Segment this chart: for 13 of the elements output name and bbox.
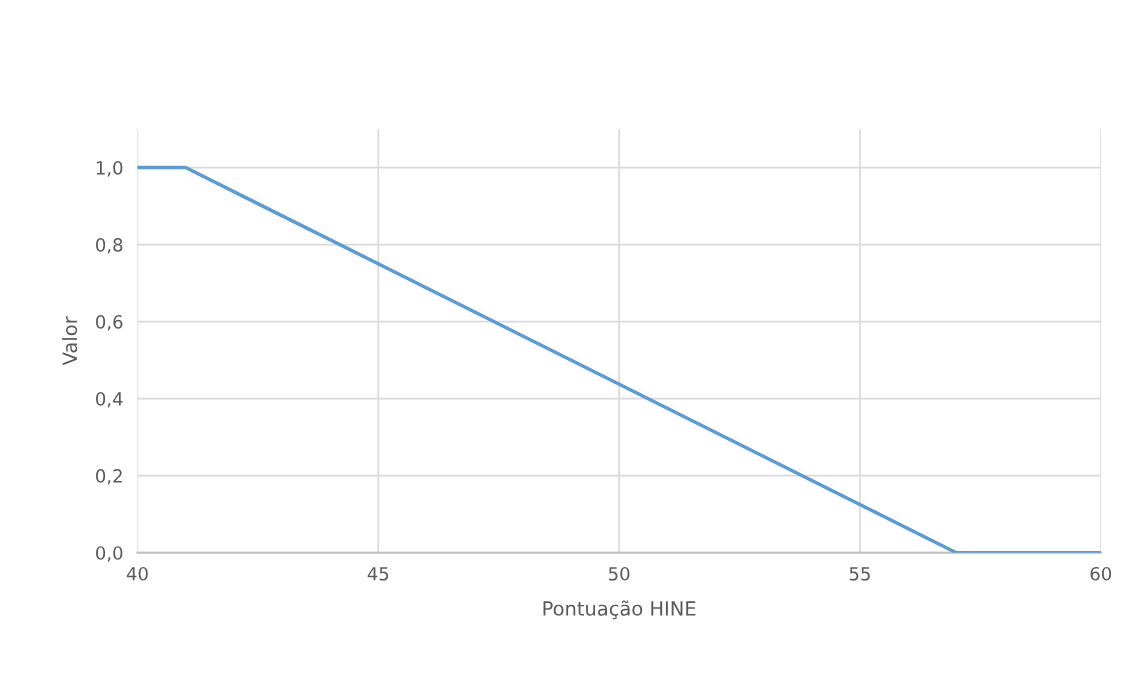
y-tick-label: 0,2 <box>96 469 122 485</box>
y-tick-label: 0,0 <box>96 546 123 562</box>
x-tick-label: 45 <box>367 567 389 581</box>
y-tick-label: 0,6 <box>96 315 123 331</box>
x-tick-label: 55 <box>849 567 870 581</box>
x-tick-label: 40 <box>126 566 148 581</box>
y-axis-title: Valor <box>62 316 78 366</box>
y-tick-label: 0,4 <box>96 392 123 408</box>
y-tick-label: 1,0 <box>96 161 123 177</box>
x-tick-label: 50 <box>609 566 630 581</box>
y-tick-label: 0,8 <box>96 238 123 254</box>
x-tick-label: 60 <box>1090 566 1112 581</box>
x-axis-title: Pontuação HINE <box>543 600 696 620</box>
